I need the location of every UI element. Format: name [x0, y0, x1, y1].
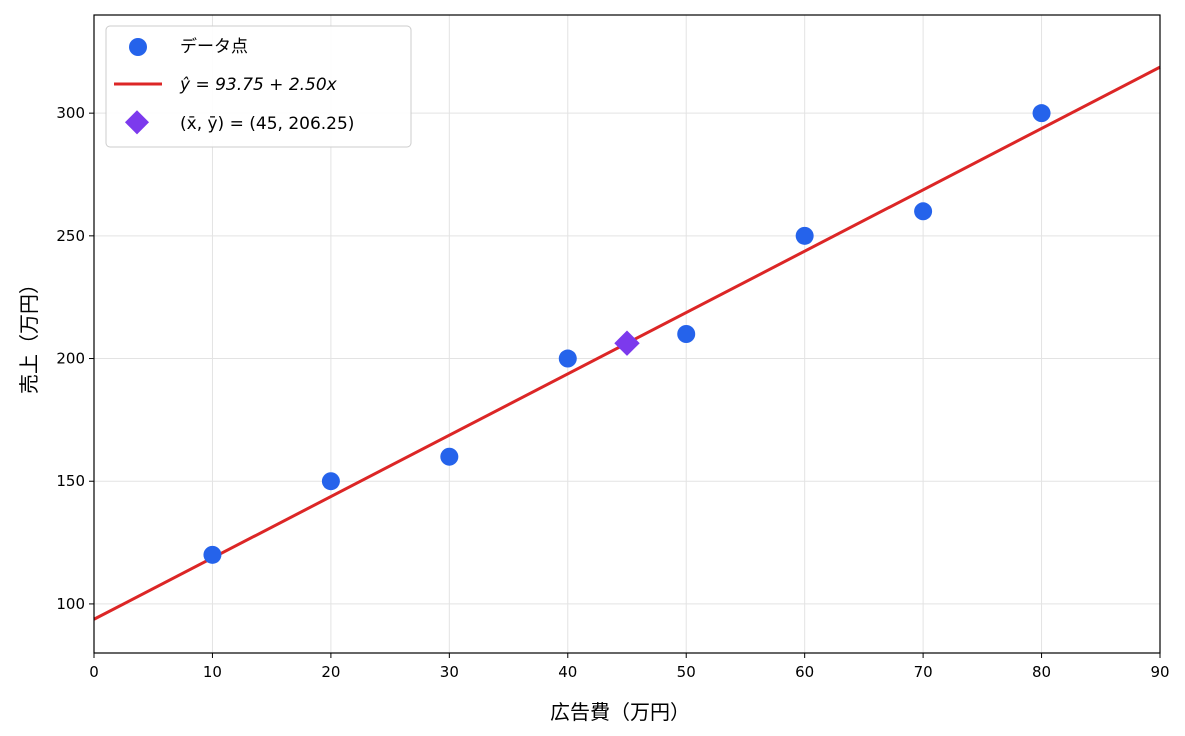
y-tick-label: 300: [56, 104, 85, 122]
x-tick-label: 10: [203, 663, 222, 681]
data-points-group: [203, 104, 1051, 564]
legend-box: [105, 25, 412, 148]
data-point: [321, 472, 340, 491]
mean-marker-group: [614, 330, 640, 356]
y-axis-label: 売上（万円）: [17, 274, 41, 394]
x-axis-ticks: 0 10 20 30 40 50 60 70 80 90: [89, 653, 1170, 681]
data-point: [914, 202, 933, 221]
data-point: [677, 325, 696, 343]
y-tick-label: 200: [56, 350, 85, 368]
data-point: [440, 447, 459, 466]
x-tick-label: 80: [1032, 663, 1051, 681]
legend-diamond-marker: [124, 110, 150, 135]
data-point: [558, 349, 577, 368]
x-tick-label: 40: [558, 663, 577, 681]
x-tick-label: 20: [321, 663, 340, 681]
y-tick-label: 100: [56, 595, 85, 613]
legend-label-data-points: データ点: [180, 36, 248, 57]
plot-frame: [93, 14, 1161, 654]
data-point: [203, 545, 222, 564]
x-tick-label: 70: [914, 663, 933, 681]
legend: データ点 ŷ = 93.75 + 2.50x (x̄, ȳ) = (45, 20…: [105, 25, 412, 148]
data-point: [1032, 104, 1051, 123]
x-tick-label: 60: [795, 663, 814, 681]
legend-label-regression: ŷ = 93.75 + 2.50x: [179, 75, 338, 95]
y-tick-label: 150: [56, 472, 85, 490]
y-tick-label: 250: [56, 227, 85, 245]
x-tick-label: 50: [677, 663, 696, 681]
legend-scatter-marker: [129, 38, 147, 56]
x-axis-label: 広告費（万円）: [550, 700, 690, 724]
x-tick-label: 30: [440, 663, 459, 681]
data-point: [795, 226, 814, 245]
x-tick-label: 0: [89, 663, 99, 681]
mean-point-marker: [614, 330, 640, 356]
y-axis-ticks: 100 150 200 250 300: [56, 104, 94, 613]
x-tick-label: 90: [1150, 663, 1169, 681]
legend-label-mean: (x̄, ȳ) = (45, 206.25): [180, 114, 354, 134]
